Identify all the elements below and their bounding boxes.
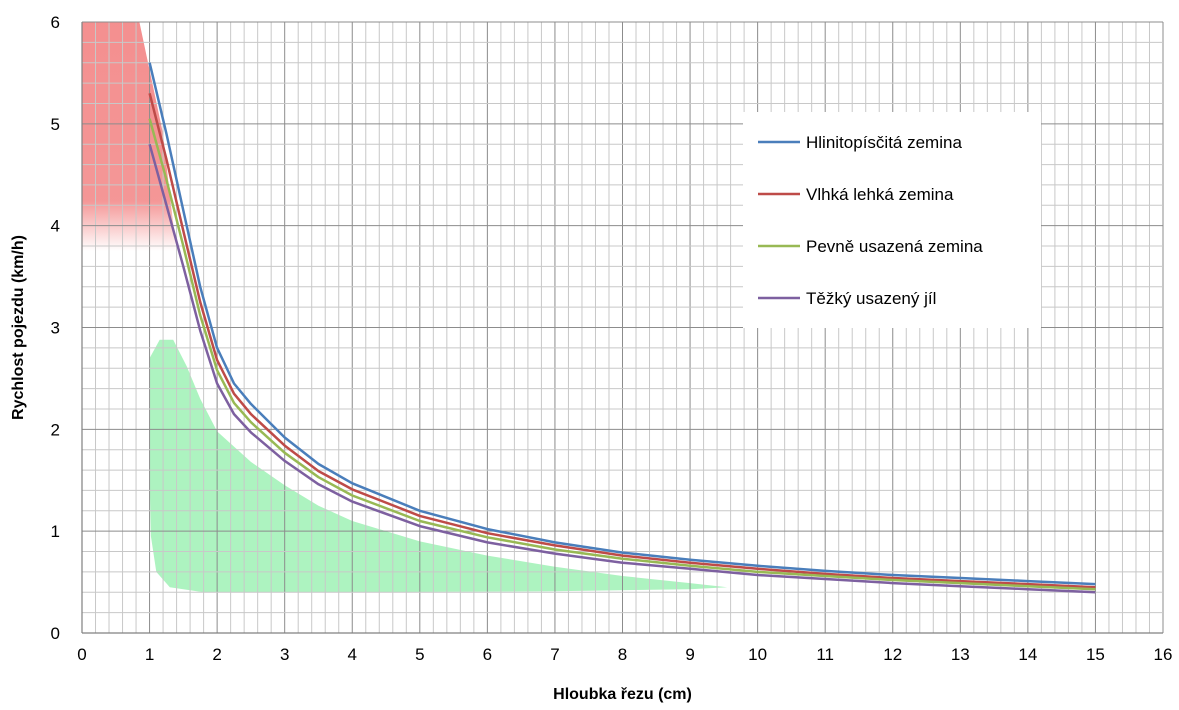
y-tick-label: 2: [51, 420, 60, 439]
x-tick-label: 1: [145, 645, 154, 664]
y-axis-title: Rychlost pojezdu (km/h): [10, 235, 27, 420]
series-line-2: [148, 92, 1096, 589]
y-tick-label: 4: [51, 217, 60, 236]
y-tick-label: 3: [51, 319, 60, 338]
legend-background: [743, 112, 1041, 328]
region-red: [82, 22, 177, 252]
x-tick-label: 0: [77, 645, 86, 664]
x-tick-label: 6: [483, 645, 492, 664]
x-tick-label: 4: [348, 645, 357, 664]
series-line-4: [148, 143, 1096, 594]
series-line-1: [148, 62, 1096, 586]
x-tick-label: 11: [816, 645, 834, 664]
x-tick-label: 16: [1154, 645, 1173, 664]
x-tick-label: 12: [883, 645, 902, 664]
y-tick-label: 0: [51, 624, 60, 643]
y-tick-label: 1: [51, 522, 60, 541]
x-tick-label: 15: [1086, 645, 1105, 664]
x-tick-label: 13: [951, 645, 970, 664]
legend-label: Pevně usazená zemina: [806, 237, 983, 256]
legend-label: Těžký usazený jíl: [806, 289, 936, 308]
x-tick-label: 10: [748, 645, 767, 664]
shaded-regions: [82, 22, 728, 593]
legend-label: Hlinitopísčitá zemina: [806, 133, 962, 152]
x-tick-label: 8: [618, 645, 627, 664]
series-lines: [148, 62, 1096, 594]
legend: Hlinitopísčitá zemina Vlhká lehká zemina P…: [743, 112, 1041, 328]
series-line-3: [148, 118, 1096, 591]
y-tick-label: 5: [51, 115, 60, 134]
x-tick-label: 5: [415, 645, 424, 664]
x-tick-label: 2: [212, 645, 221, 664]
x-tick-label: 14: [1018, 645, 1037, 664]
x-axis-title: Hloubka řezu (cm): [553, 686, 692, 703]
y-tick-label: 6: [51, 13, 60, 32]
region-green: [149, 339, 728, 593]
x-tick-label: 7: [550, 645, 559, 664]
x-tick-label: 9: [685, 645, 694, 664]
legend-label: Vlhká lehká zemina: [806, 185, 954, 204]
x-tick-label: 3: [280, 645, 289, 664]
